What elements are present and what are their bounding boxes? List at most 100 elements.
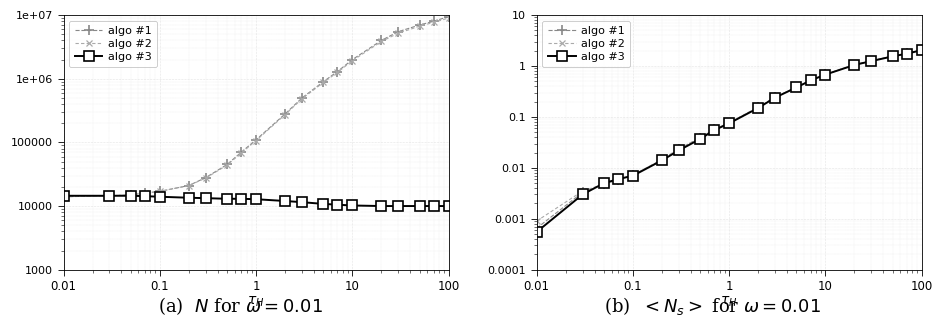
Line: algo #3: algo #3 (59, 191, 453, 211)
algo #3 (250, 197, 261, 201)
algo #2 (577, 189, 588, 193)
algo #2 (331, 70, 343, 74)
algo #3 (709, 128, 720, 132)
algo #3 (656, 158, 667, 162)
algo #3 (376, 204, 387, 208)
algo #3 (695, 137, 706, 141)
algo #1 (531, 226, 542, 230)
algo #3 (627, 174, 638, 178)
Line: algo #2: algo #2 (60, 14, 452, 200)
algo #3 (393, 204, 404, 208)
algo #2 (235, 151, 246, 155)
algo #1 (577, 190, 588, 194)
algo #3 (723, 121, 734, 125)
algo #3 (819, 73, 831, 76)
algo #3 (139, 194, 150, 198)
algo #2 (752, 105, 764, 109)
algo #3 (805, 79, 817, 83)
algo #3 (613, 177, 624, 181)
algo #1 (200, 176, 211, 180)
algo #2 (58, 195, 69, 199)
algo #1 (598, 182, 610, 186)
algo #2 (791, 85, 802, 89)
algo #2 (104, 194, 115, 198)
algo #2 (318, 81, 329, 84)
algo #1 (849, 63, 860, 67)
algo #2 (866, 59, 877, 63)
algo #1 (723, 121, 734, 124)
algo #2 (769, 95, 781, 99)
algo #3 (414, 204, 426, 208)
algo #1 (346, 58, 358, 61)
X-axis label: $\tau_H$: $\tau_H$ (720, 294, 738, 309)
algo #1 (104, 194, 115, 198)
algo #3 (769, 96, 781, 100)
algo #1 (235, 150, 246, 154)
algo #3 (673, 148, 684, 152)
algo #2 (139, 191, 150, 195)
algo #2 (183, 184, 194, 188)
algo #2 (673, 147, 684, 151)
algo #3 (279, 199, 291, 203)
algo #1 (126, 193, 137, 197)
algo #2 (531, 219, 542, 223)
algo #3 (331, 203, 343, 207)
algo #3 (104, 194, 115, 198)
algo #1 (58, 195, 69, 199)
algo #3 (222, 197, 233, 201)
algo #2 (154, 189, 165, 193)
algo #1 (139, 191, 150, 195)
algo #3 (531, 230, 542, 234)
algo #1 (916, 48, 927, 52)
algo #2 (887, 54, 899, 58)
algo #1 (376, 38, 387, 42)
algo #3 (887, 54, 899, 58)
algo #3 (443, 204, 454, 208)
algo #3 (183, 196, 194, 200)
Legend: algo #1, algo #2, algo #3: algo #1, algo #2, algo #3 (69, 21, 158, 67)
Line: algo #1: algo #1 (531, 45, 927, 233)
algo #2 (805, 78, 817, 82)
algo #1 (279, 112, 291, 116)
algo #1 (250, 138, 261, 142)
algo #1 (866, 59, 877, 63)
algo #2 (443, 16, 454, 20)
Line: algo #2: algo #2 (533, 46, 925, 225)
algo #2 (279, 113, 291, 116)
algo #3 (428, 204, 439, 208)
algo #1 (805, 78, 817, 82)
algo #1 (627, 173, 638, 177)
algo #2 (902, 52, 913, 55)
algo #2 (296, 97, 308, 101)
algo #2 (428, 20, 439, 24)
algo #1 (428, 19, 439, 23)
algo #1 (709, 127, 720, 131)
algo #3 (296, 200, 308, 204)
algo #2 (598, 182, 610, 186)
algo #1 (393, 30, 404, 34)
algo #1 (695, 136, 706, 140)
algo #1 (296, 96, 308, 100)
algo #2 (656, 158, 667, 162)
algo #1 (791, 85, 802, 89)
algo #2 (414, 24, 426, 28)
Line: algo #3: algo #3 (531, 45, 927, 237)
algo #1 (183, 184, 194, 188)
algo #2 (393, 31, 404, 35)
Line: algo #1: algo #1 (59, 12, 453, 202)
algo #2 (849, 63, 860, 67)
algo #3 (235, 197, 246, 201)
algo #2 (222, 163, 233, 167)
algo #3 (154, 195, 165, 199)
algo #3 (866, 59, 877, 63)
algo #1 (443, 15, 454, 19)
algo #3 (791, 85, 802, 89)
algo #1 (331, 69, 343, 73)
algo #3 (126, 194, 137, 198)
algo #1 (887, 54, 899, 58)
algo #3 (752, 106, 764, 110)
algo #1 (414, 23, 426, 27)
algo #1 (656, 158, 667, 162)
algo #2 (346, 59, 358, 63)
X-axis label: $\tau_H$: $\tau_H$ (247, 294, 265, 309)
